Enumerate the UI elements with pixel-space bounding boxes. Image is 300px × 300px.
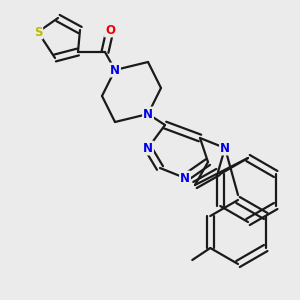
Text: N: N [143, 107, 153, 121]
Text: S: S [34, 26, 42, 38]
Text: N: N [110, 64, 120, 76]
Text: N: N [143, 142, 153, 154]
Text: O: O [105, 23, 115, 37]
Text: N: N [180, 172, 190, 184]
Text: N: N [220, 142, 230, 154]
